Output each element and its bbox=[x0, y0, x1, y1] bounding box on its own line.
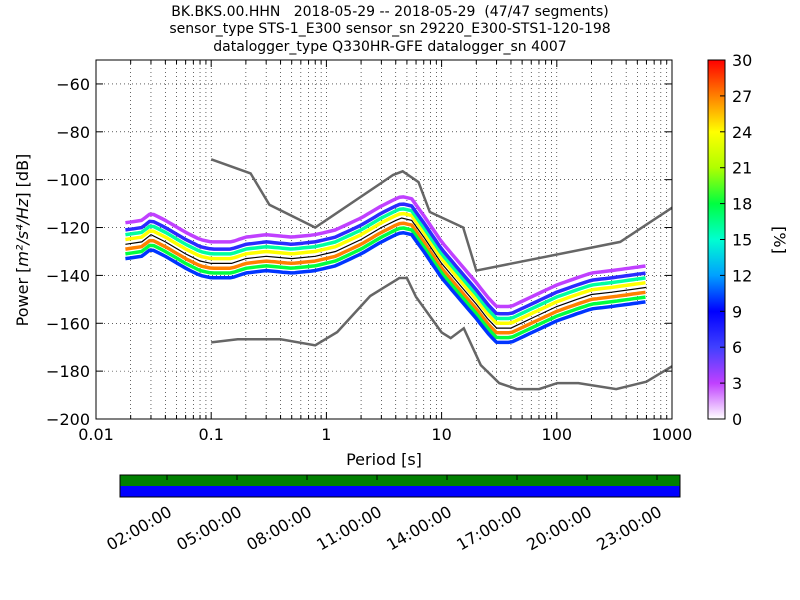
x-tick-label: 10 bbox=[431, 425, 451, 444]
density-band bbox=[125, 195, 646, 309]
ppsd-density bbox=[125, 195, 646, 345]
y-axis-label: Power [m²/s⁴/Hz] [dB] bbox=[13, 154, 32, 327]
time-tick-label: 20:00:00 bbox=[523, 502, 595, 554]
density-band bbox=[125, 221, 646, 335]
time-tick-label: 02:00:00 bbox=[103, 502, 175, 554]
x-tick-label: 0.01 bbox=[78, 425, 114, 444]
time-bar-frame bbox=[119, 474, 681, 498]
time-tick-label: 14:00:00 bbox=[383, 502, 455, 554]
x-tick-label: 1 bbox=[321, 425, 331, 444]
chart-title-line1: BK.BKS.00.HHN 2018-05-29 -- 2018-05-29 (… bbox=[171, 4, 609, 20]
time-tick-label: 05:00:00 bbox=[173, 502, 245, 554]
y-axis-label-suffix: ] [dB] bbox=[13, 154, 32, 199]
colorbar-tick-label: 9 bbox=[732, 302, 742, 321]
time-tick-label: 23:00:00 bbox=[593, 502, 665, 554]
time-tick-label: 17:00:00 bbox=[453, 502, 525, 554]
colorbar-tick-label: 30 bbox=[732, 51, 752, 70]
noise-model-nhnm bbox=[210, 158, 672, 273]
y-tick-label: −140 bbox=[46, 266, 90, 285]
y-tick-label: −200 bbox=[46, 410, 90, 429]
colorbar-ticks: 0 3 6 9 12 15 18 21 24 27 30 bbox=[720, 51, 752, 429]
colorbar-tick-label: 21 bbox=[732, 159, 752, 178]
colorbar-label: [%] bbox=[770, 226, 789, 254]
y-tick-label: −100 bbox=[46, 171, 90, 190]
mean-curve bbox=[125, 217, 647, 329]
colorbar-tick-label: 15 bbox=[732, 231, 752, 250]
y-axis-label-units: m²/s⁴/Hz bbox=[13, 198, 32, 267]
chart-title-line3: datalogger_type Q330HR-GFE datalogger_sn… bbox=[213, 39, 567, 55]
colorbar-tick-label: 0 bbox=[732, 410, 742, 429]
y-tick-label: −120 bbox=[46, 219, 90, 238]
density-band bbox=[125, 226, 646, 340]
noise-models bbox=[210, 158, 672, 391]
y-tick-label: −80 bbox=[56, 123, 90, 142]
x-tick-label: 100 bbox=[542, 425, 573, 444]
y-axis-label-prefix: Power [ bbox=[13, 267, 32, 327]
x-axis-label: Period [s] bbox=[346, 450, 422, 469]
x-axis-ticks: 0.01 0.1 1 10 100 1000 bbox=[78, 60, 692, 444]
chart-title-line2: sensor_type STS-1_E300 sensor_sn 29220_E… bbox=[169, 21, 611, 37]
plot-frame bbox=[95, 59, 673, 420]
time-tick-label: 08:00:00 bbox=[243, 502, 315, 554]
time-bar-top-segment bbox=[120, 475, 680, 486]
y-tick-label: −180 bbox=[46, 362, 90, 381]
x-tick-label: 1000 bbox=[652, 425, 693, 444]
colorbar-tick-label: 12 bbox=[732, 266, 752, 285]
mean-curve-line bbox=[125, 217, 647, 329]
x-tick-label: 0.1 bbox=[198, 425, 223, 444]
density-band bbox=[125, 231, 646, 345]
time-bar-bottom-segment bbox=[120, 486, 680, 497]
colorbar-tick-label: 3 bbox=[732, 374, 742, 393]
colorbar-tick-label: 27 bbox=[732, 87, 752, 106]
y-tick-label: −160 bbox=[46, 314, 90, 333]
time-coverage-bar: 02:00:0005:00:0008:00:0011:00:0014:00:00… bbox=[103, 474, 681, 554]
noise-model-nlnm bbox=[211, 276, 672, 391]
density-band bbox=[125, 207, 646, 321]
colorbar-tick-label: 6 bbox=[732, 338, 742, 357]
density-band bbox=[125, 202, 646, 316]
colorbar-tick-label: 18 bbox=[732, 195, 752, 214]
colorbar-tick-label: 24 bbox=[732, 123, 752, 142]
density-band bbox=[125, 211, 646, 326]
y-tick-label: −60 bbox=[56, 75, 90, 94]
time-tick-label: 11:00:00 bbox=[313, 502, 385, 554]
y-axis-ticks: −200 −180 −160 −140 −120 −100 −80 −60 bbox=[46, 75, 672, 429]
